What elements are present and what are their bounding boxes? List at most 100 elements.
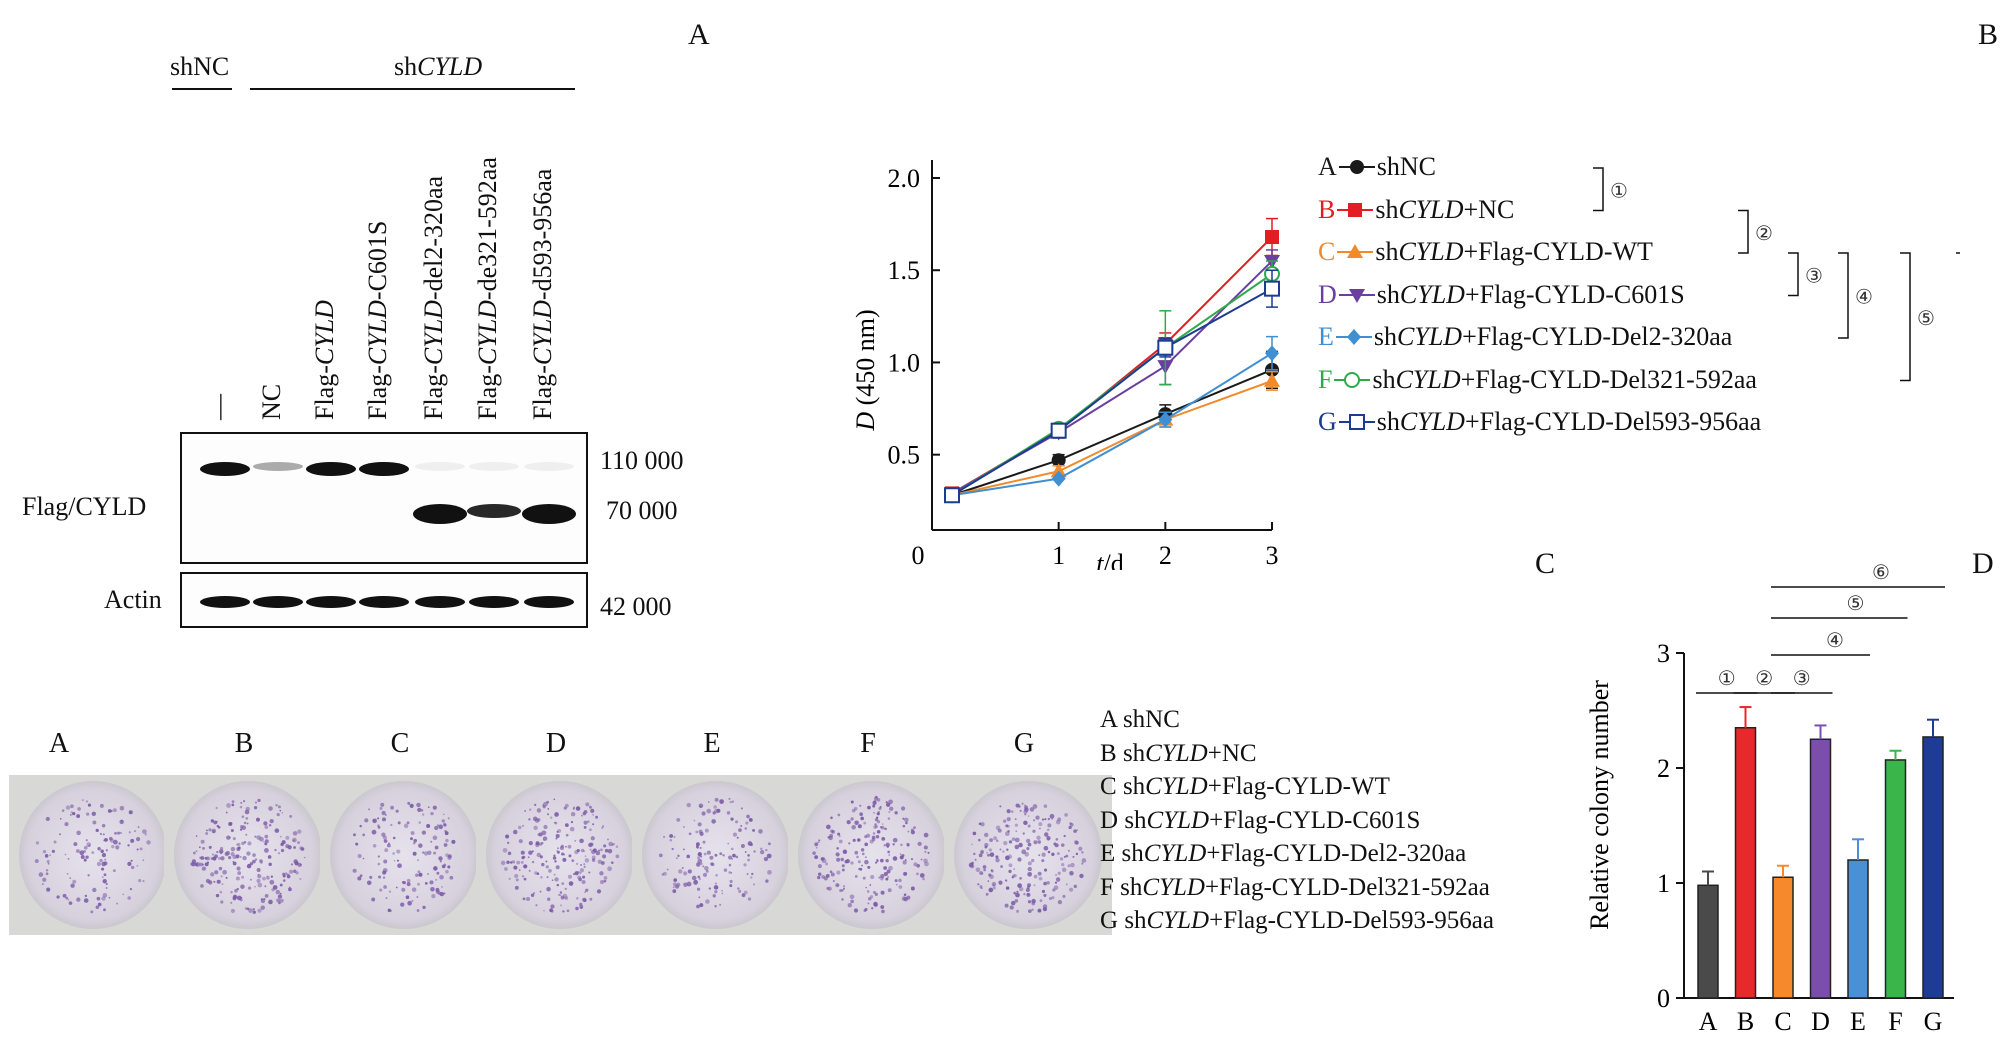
y-tick-label: 2.0 — [888, 164, 921, 193]
colony — [357, 876, 362, 881]
colony — [1027, 824, 1031, 828]
colony — [701, 811, 706, 816]
colony — [1073, 840, 1079, 845]
colony — [658, 853, 663, 858]
colony — [264, 834, 269, 839]
colony — [504, 867, 508, 871]
colony — [41, 883, 44, 886]
colony — [213, 820, 218, 825]
colony — [886, 869, 891, 874]
colony — [1014, 899, 1019, 903]
colony — [980, 849, 984, 854]
colony — [990, 869, 994, 873]
colony — [523, 877, 527, 881]
colony-spots — [190, 798, 306, 914]
colony — [502, 847, 508, 853]
colony — [608, 841, 613, 847]
colony — [294, 861, 299, 866]
colony — [889, 806, 894, 811]
colony — [853, 806, 858, 811]
colony — [136, 837, 141, 842]
bar-category-label: F — [1888, 1007, 1902, 1036]
data-point — [1051, 453, 1066, 468]
colony — [1047, 817, 1051, 821]
colony — [1055, 873, 1058, 877]
colony — [390, 823, 393, 827]
colony — [898, 885, 903, 889]
colony — [127, 896, 131, 900]
colony — [743, 863, 747, 867]
colony — [887, 875, 890, 879]
colony — [611, 861, 614, 864]
colony — [226, 803, 231, 808]
colony — [105, 849, 109, 852]
colony — [1061, 843, 1065, 847]
colony — [101, 867, 105, 871]
colony — [615, 854, 620, 859]
colony — [279, 835, 282, 838]
colony — [923, 858, 928, 863]
colony — [883, 866, 887, 870]
colony — [288, 887, 292, 892]
colony — [867, 896, 872, 901]
colony — [719, 903, 722, 906]
colony — [522, 824, 524, 827]
colony — [401, 887, 406, 892]
colony — [133, 830, 137, 833]
colony — [1054, 881, 1058, 884]
colony — [371, 897, 376, 902]
dish-legend-entry-D: D shCYLD+Flag-CYLD-C601S — [1100, 806, 1421, 834]
colony — [836, 847, 839, 850]
comparison-bracket — [1593, 167, 1604, 212]
colony — [111, 844, 115, 849]
colony — [293, 869, 297, 873]
colony — [268, 806, 273, 811]
colony — [45, 869, 49, 872]
colony — [275, 804, 278, 807]
colony-spots — [968, 802, 1087, 914]
colony — [905, 821, 908, 825]
colony — [589, 828, 592, 832]
band-actin — [415, 596, 465, 608]
colony — [1069, 822, 1072, 825]
colony — [821, 858, 827, 864]
colony — [561, 852, 565, 856]
colony — [1035, 815, 1040, 820]
band-110k — [200, 462, 250, 476]
colony — [397, 863, 402, 869]
colony — [254, 885, 256, 888]
legend-text: shCYLD+Flag-CYLD-Del321-592aa — [1372, 364, 1757, 394]
colony — [230, 846, 236, 852]
colony — [699, 903, 704, 908]
colony — [669, 834, 674, 838]
colony — [382, 868, 388, 873]
colony — [1014, 818, 1017, 821]
colony — [377, 824, 380, 827]
colony — [721, 889, 723, 892]
colony — [1027, 900, 1032, 904]
colony — [916, 872, 919, 876]
colony — [748, 818, 753, 822]
colony — [524, 809, 527, 812]
colony — [1006, 809, 1011, 814]
colony — [900, 806, 906, 811]
colony — [553, 873, 556, 876]
colony — [427, 850, 432, 855]
colony — [445, 838, 449, 843]
colony — [558, 893, 561, 896]
colony — [528, 850, 533, 855]
colony — [522, 897, 526, 901]
data-point — [1157, 339, 1174, 356]
colony — [854, 820, 859, 825]
dish-well — [330, 781, 478, 929]
colony — [99, 858, 103, 863]
colony — [894, 811, 898, 815]
colony — [192, 851, 196, 855]
colony — [1063, 855, 1066, 858]
lane-label: NC — [257, 383, 286, 420]
colony — [752, 883, 756, 886]
lane-label: Flag-CYLD-C601S — [363, 220, 392, 420]
colony — [435, 878, 438, 881]
colony — [252, 910, 256, 914]
band-110k — [415, 462, 465, 471]
